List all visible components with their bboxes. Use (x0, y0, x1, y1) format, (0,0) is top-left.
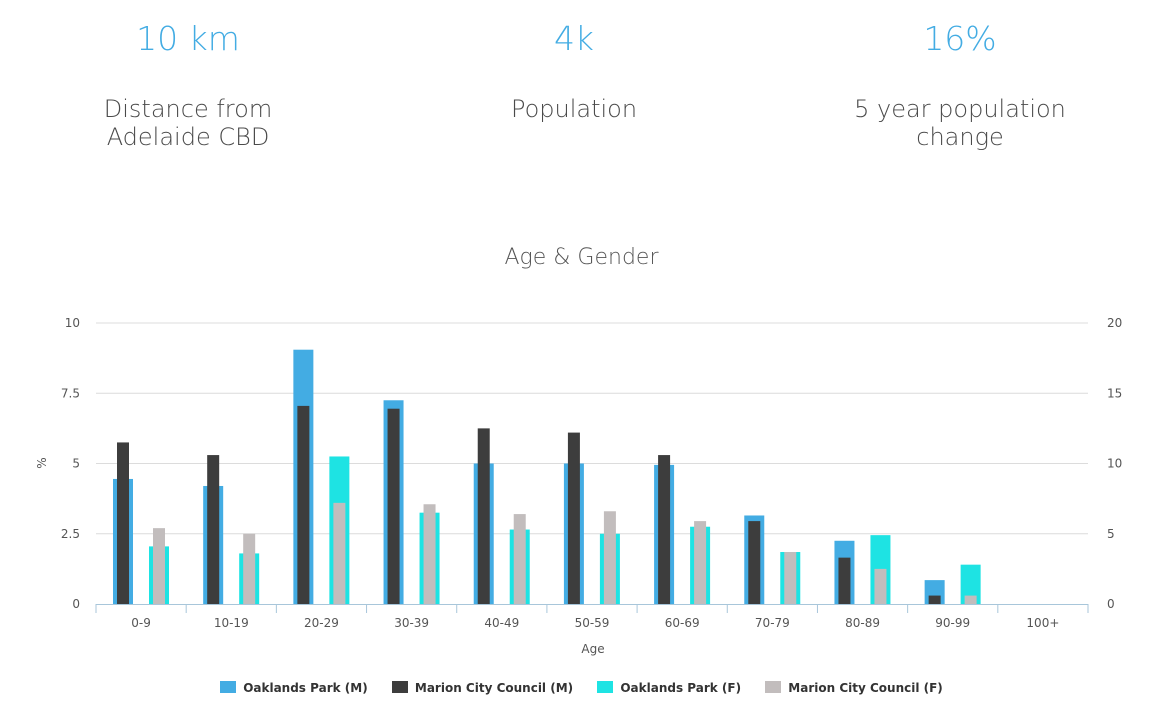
stat-distance-value: 10 km (136, 19, 240, 58)
bar-marion-city-council-f[interactable] (874, 568, 887, 604)
x-tick-label: 90-99 (935, 616, 970, 630)
legend-label: Oaklands Park (M) (243, 681, 368, 695)
bar-marion-city-council-m[interactable] (928, 595, 941, 604)
bar-marion-city-council-f[interactable] (333, 502, 346, 604)
bar-marion-city-council-f[interactable] (784, 552, 797, 604)
bar-marion-city-council-m[interactable] (477, 428, 490, 604)
bar-marion-city-council-f[interactable] (603, 511, 616, 604)
stat-population-label: Population (510, 95, 638, 123)
stat-population-change: 16% 5 year population change (800, 0, 1120, 151)
bar-oaklands-park-f[interactable] (960, 564, 981, 604)
bar-marion-city-council-f[interactable] (964, 595, 977, 604)
bar-marion-city-council-m[interactable] (297, 405, 310, 604)
y2-tick-label: 0 (1107, 597, 1115, 611)
bar-marion-city-council-f[interactable] (153, 528, 165, 604)
chart-axes: 0 0 2.5 5 5 10 7.5 15 10 20 0-9 10-19 20-29 30-39 40-4… (61, 316, 1122, 630)
legend-swatch (765, 681, 782, 693)
chart-bars (113, 349, 981, 604)
x-tick-label: 40-49 (484, 616, 519, 630)
bar-marion-city-council-f[interactable] (423, 504, 436, 604)
bar-marion-city-council-m[interactable] (838, 557, 851, 604)
y-tick-label: 0 (72, 597, 80, 611)
legend-swatch (597, 681, 614, 693)
bar-marion-city-council-m[interactable] (748, 521, 761, 604)
y-tick-label: 5 (72, 457, 80, 471)
bar-marion-city-council-m[interactable] (567, 432, 580, 604)
bar-marion-city-council-m[interactable] (117, 442, 129, 604)
key-stats: 10 km Distance from Adelaide CBD 4k Popu… (0, 0, 1163, 170)
legend-item-marion-city-council-f[interactable]: Marion City Council (F) (765, 681, 943, 695)
x-axis-title: Age (581, 642, 604, 656)
stat-population: 4k Population (414, 0, 734, 123)
age-gender-chart: 0 0 2.5 5 5 10 7.5 15 10 20 0-9 10-19 20-29 30-39 40-4… (35, 316, 1122, 656)
x-tick-label: 30-39 (394, 616, 429, 630)
stat-population-change-label: 5 year population change (854, 95, 1066, 151)
stat-distance-label: Distance from Adelaide CBD (103, 95, 273, 151)
bar-marion-city-council-f[interactable] (513, 514, 526, 604)
stat-population-value: 4k (553, 19, 595, 58)
y2-tick-label: 15 (1107, 386, 1122, 400)
y2-tick-label: 5 (1107, 527, 1115, 541)
legend-swatch (391, 681, 408, 693)
legend-label: Marion City Council (M) (414, 681, 574, 695)
legend-label: Marion City Council (F) (788, 681, 943, 695)
y2-tick-label: 20 (1107, 316, 1122, 330)
stat-population-change-value: 16% (923, 19, 997, 58)
x-tick-label: 10-19 (214, 616, 249, 630)
x-tick-label: 20-29 (304, 616, 339, 630)
chart-gridlines (96, 322, 1088, 535)
chart-title: Age & Gender (504, 245, 659, 270)
y-tick-label: 10 (65, 316, 80, 330)
x-tick-label: 60-69 (665, 616, 700, 630)
y2-tick-label: 10 (1107, 457, 1122, 471)
stat-distance: 10 km Distance from Adelaide CBD (28, 0, 348, 151)
legend-label: Oaklands Park (F) (620, 681, 742, 695)
legend-item-oaklands-park-f[interactable]: Oaklands Park (F) (597, 681, 741, 695)
y-tick-label: 2.5 (61, 527, 80, 541)
x-tick-label: 100+ (1026, 616, 1059, 630)
bar-marion-city-council-f[interactable] (243, 533, 256, 604)
y-axis-title: % (35, 457, 49, 468)
x-tick-label: 80-89 (845, 616, 880, 630)
chart-legend: Oaklands Park (M) Marion City Council (M… (0, 681, 1163, 695)
y-tick-label: 7.5 (61, 386, 80, 400)
legend-item-oaklands-park-m[interactable]: Oaklands Park (M) (220, 681, 368, 695)
bar-marion-city-council-m[interactable] (207, 455, 220, 604)
bar-marion-city-council-f[interactable] (694, 521, 707, 604)
x-tick-label: 50-59 (575, 616, 610, 630)
x-tick-label: 70-79 (755, 616, 790, 630)
legend-item-marion-city-council-m[interactable]: Marion City Council (M) (391, 681, 574, 695)
legend-swatch (220, 681, 237, 693)
bar-marion-city-council-m[interactable] (387, 408, 400, 604)
bar-marion-city-council-m[interactable] (658, 455, 671, 604)
x-tick-label: 0-9 (131, 616, 151, 630)
